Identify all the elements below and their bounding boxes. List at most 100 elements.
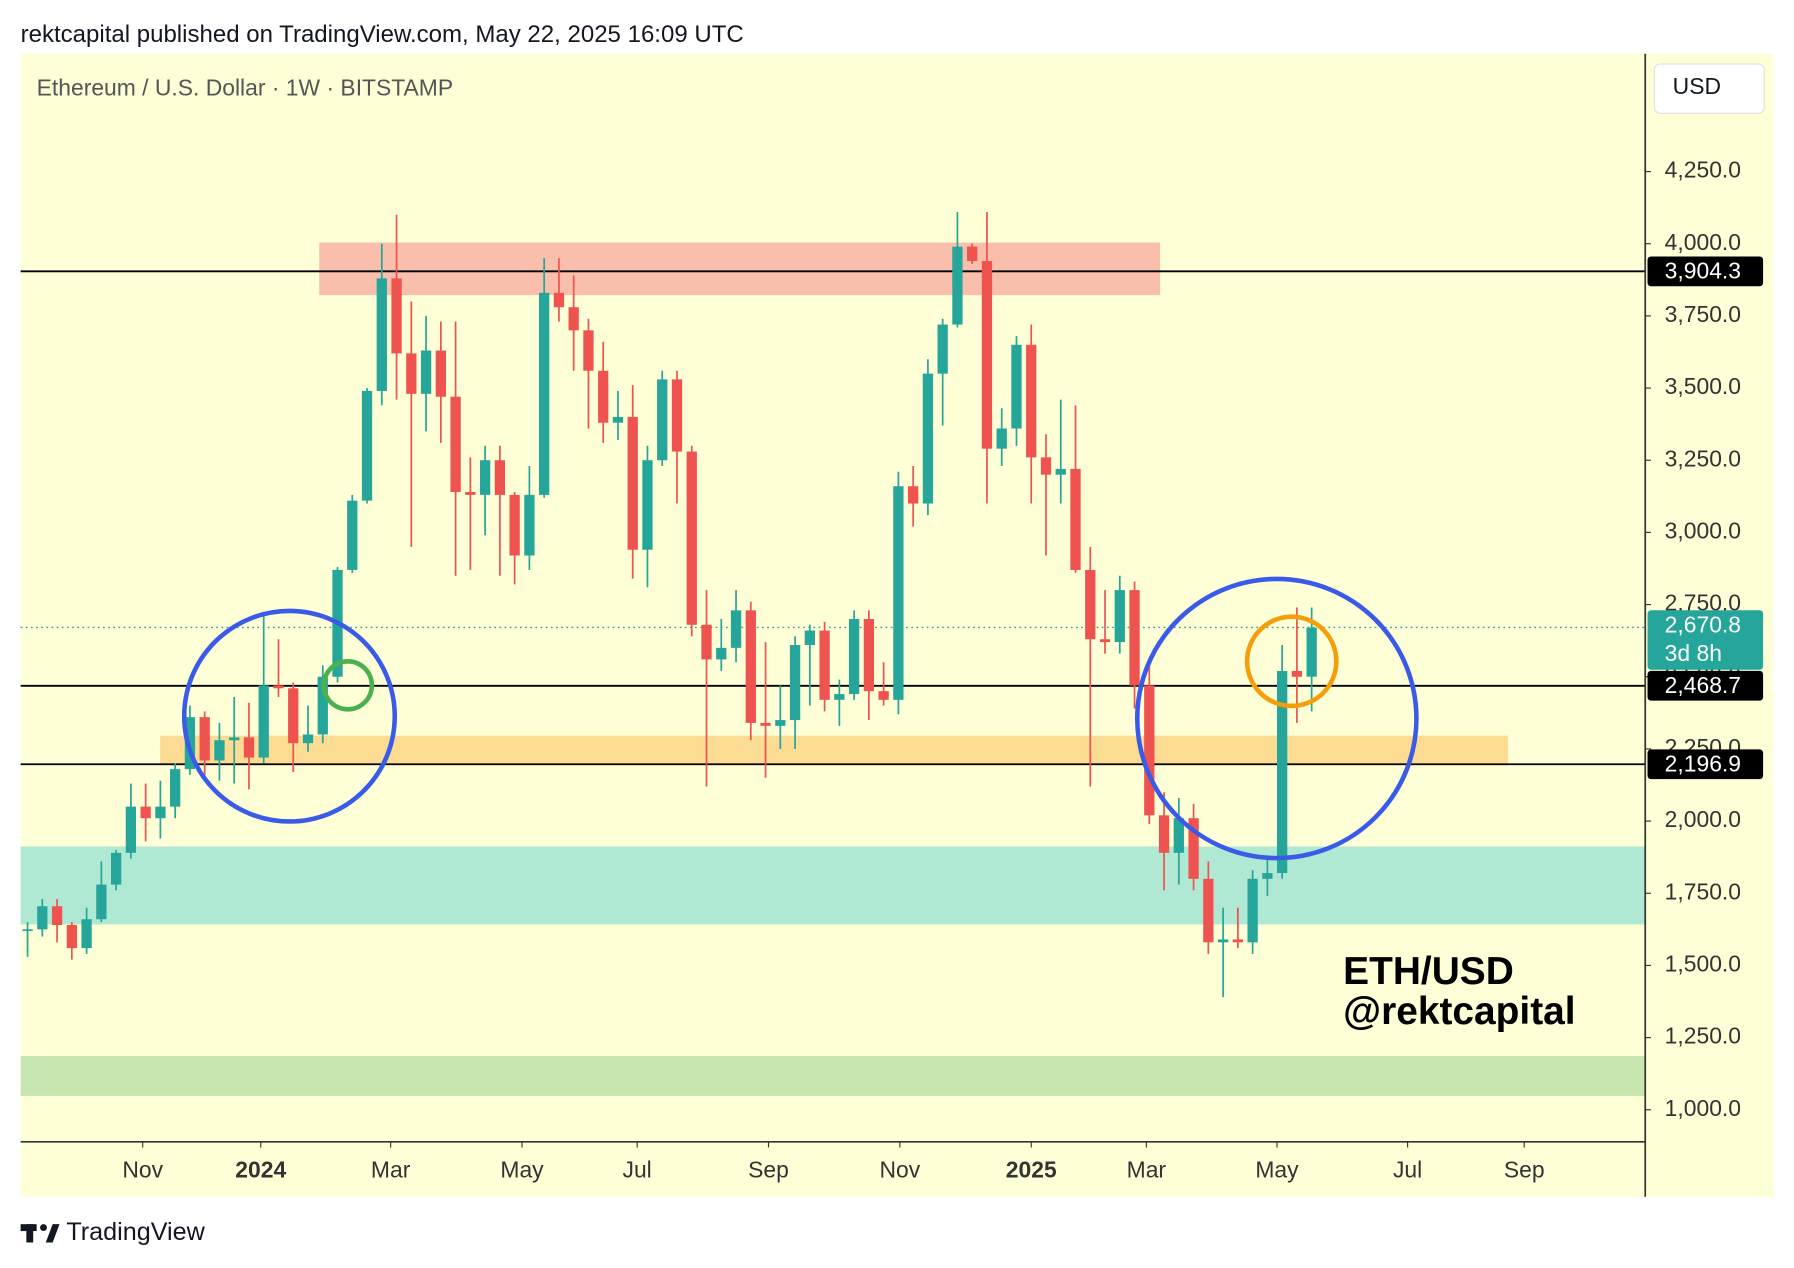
candle-body [1203, 878, 1214, 943]
last-price-label: 2,670.8 [1665, 611, 1741, 637]
candle-body [479, 460, 491, 495]
candle-body [863, 619, 875, 692]
candle-body [553, 292, 565, 308]
candle-body [922, 373, 934, 504]
candle-body [1262, 873, 1273, 879]
candle-body [671, 379, 683, 452]
candle-body [745, 610, 756, 723]
currency-button[interactable] [1653, 63, 1765, 114]
candle-body [716, 647, 727, 660]
candle-body [1055, 468, 1066, 475]
candle-body [612, 416, 624, 423]
candle-body [789, 644, 801, 721]
symbol-title: Ethereum / U.S. Dollar · 1W · BITSTAMP [37, 74, 454, 100]
candle-body [155, 806, 166, 819]
price-zone [319, 242, 1161, 296]
level-label: 2,196.9 [1665, 750, 1741, 776]
candle-body [66, 925, 77, 949]
tradingview-logo [20, 1224, 60, 1243]
candle-body [317, 676, 328, 735]
candle-body [1291, 670, 1303, 677]
candle-body [657, 379, 668, 461]
candle-body [981, 261, 993, 449]
y-tick-label: 1,000.0 [1665, 1095, 1741, 1121]
candle-body [952, 246, 963, 325]
x-tick-label: Mar [1127, 1157, 1167, 1183]
candle-body [406, 353, 417, 394]
candle-body [937, 324, 948, 374]
candle-body [125, 806, 137, 853]
candle-body [1011, 344, 1022, 429]
candle-body [302, 734, 314, 744]
candle-body [494, 460, 506, 495]
candle-body [760, 722, 771, 726]
candle-body [583, 330, 594, 371]
candle-body [730, 610, 742, 648]
candle-body [199, 717, 210, 761]
candle-body [1099, 639, 1111, 643]
candle-body [243, 737, 255, 758]
candle-body [376, 278, 387, 391]
x-tick-label: Sep [1504, 1157, 1545, 1183]
y-tick-label: 4,000.0 [1665, 229, 1741, 255]
candle-body [347, 500, 358, 570]
candle-body [819, 630, 830, 700]
x-tick-label: Nov [880, 1157, 921, 1183]
footer-brand: TradingView [66, 1218, 205, 1246]
candle-body [1040, 457, 1052, 475]
candle-body [834, 694, 845, 700]
candle-body [1070, 468, 1081, 570]
y-tick-label: 3,500.0 [1665, 373, 1741, 399]
candle-body [435, 350, 446, 397]
annotation-circle [321, 658, 375, 712]
candle-body [465, 491, 476, 495]
x-tick-label: May [500, 1157, 544, 1183]
watermark: ETH/USD [1343, 950, 1514, 993]
candle-body [878, 691, 889, 700]
candle-body [627, 416, 638, 550]
y-tick-label: 1,250.0 [1665, 1023, 1741, 1049]
candle-body [642, 460, 653, 550]
x-tick-label: Jul [623, 1157, 652, 1183]
watermark: @rektcapital [1343, 990, 1575, 1033]
y-tick-label: 4,250.0 [1665, 157, 1741, 183]
x-tick-label: 2025 [1006, 1157, 1057, 1183]
candle-body [908, 486, 919, 504]
annotation-circle [1244, 614, 1339, 709]
candle-body [214, 740, 225, 761]
price-zone [20, 1056, 1646, 1096]
candle-body [996, 428, 1007, 449]
candle-body [568, 307, 579, 331]
candle-body [1173, 818, 1184, 853]
level-label: 2,468.7 [1665, 672, 1741, 698]
x-tick-label: Jul [1393, 1157, 1422, 1183]
candle-body [450, 396, 461, 492]
candle-body [81, 919, 92, 949]
candle-body [51, 906, 63, 926]
candle-body [1114, 590, 1125, 643]
candle-body [420, 350, 432, 394]
candle-body [37, 906, 48, 930]
candle-body [22, 929, 33, 932]
y-tick-label: 2,000.0 [1665, 806, 1741, 832]
candle-body [391, 278, 402, 354]
candle-body [1085, 569, 1096, 640]
candle-body [1158, 815, 1170, 853]
candle-body [273, 685, 284, 689]
candle-body [804, 630, 815, 645]
annotation-circle [1134, 576, 1419, 861]
currency-label: USD [1673, 73, 1721, 99]
candle-body [1188, 818, 1199, 879]
candle-body [1144, 685, 1155, 816]
candle-body [1276, 670, 1288, 874]
x-tick-label: 2024 [235, 1157, 286, 1183]
x-tick-label: Mar [371, 1157, 411, 1183]
level-label: 3,904.3 [1665, 258, 1741, 284]
level-tag [1647, 670, 1764, 701]
candle-body [1026, 344, 1037, 458]
candle-body [967, 246, 978, 262]
level-tag [1647, 256, 1764, 287]
candle-body [170, 769, 181, 807]
